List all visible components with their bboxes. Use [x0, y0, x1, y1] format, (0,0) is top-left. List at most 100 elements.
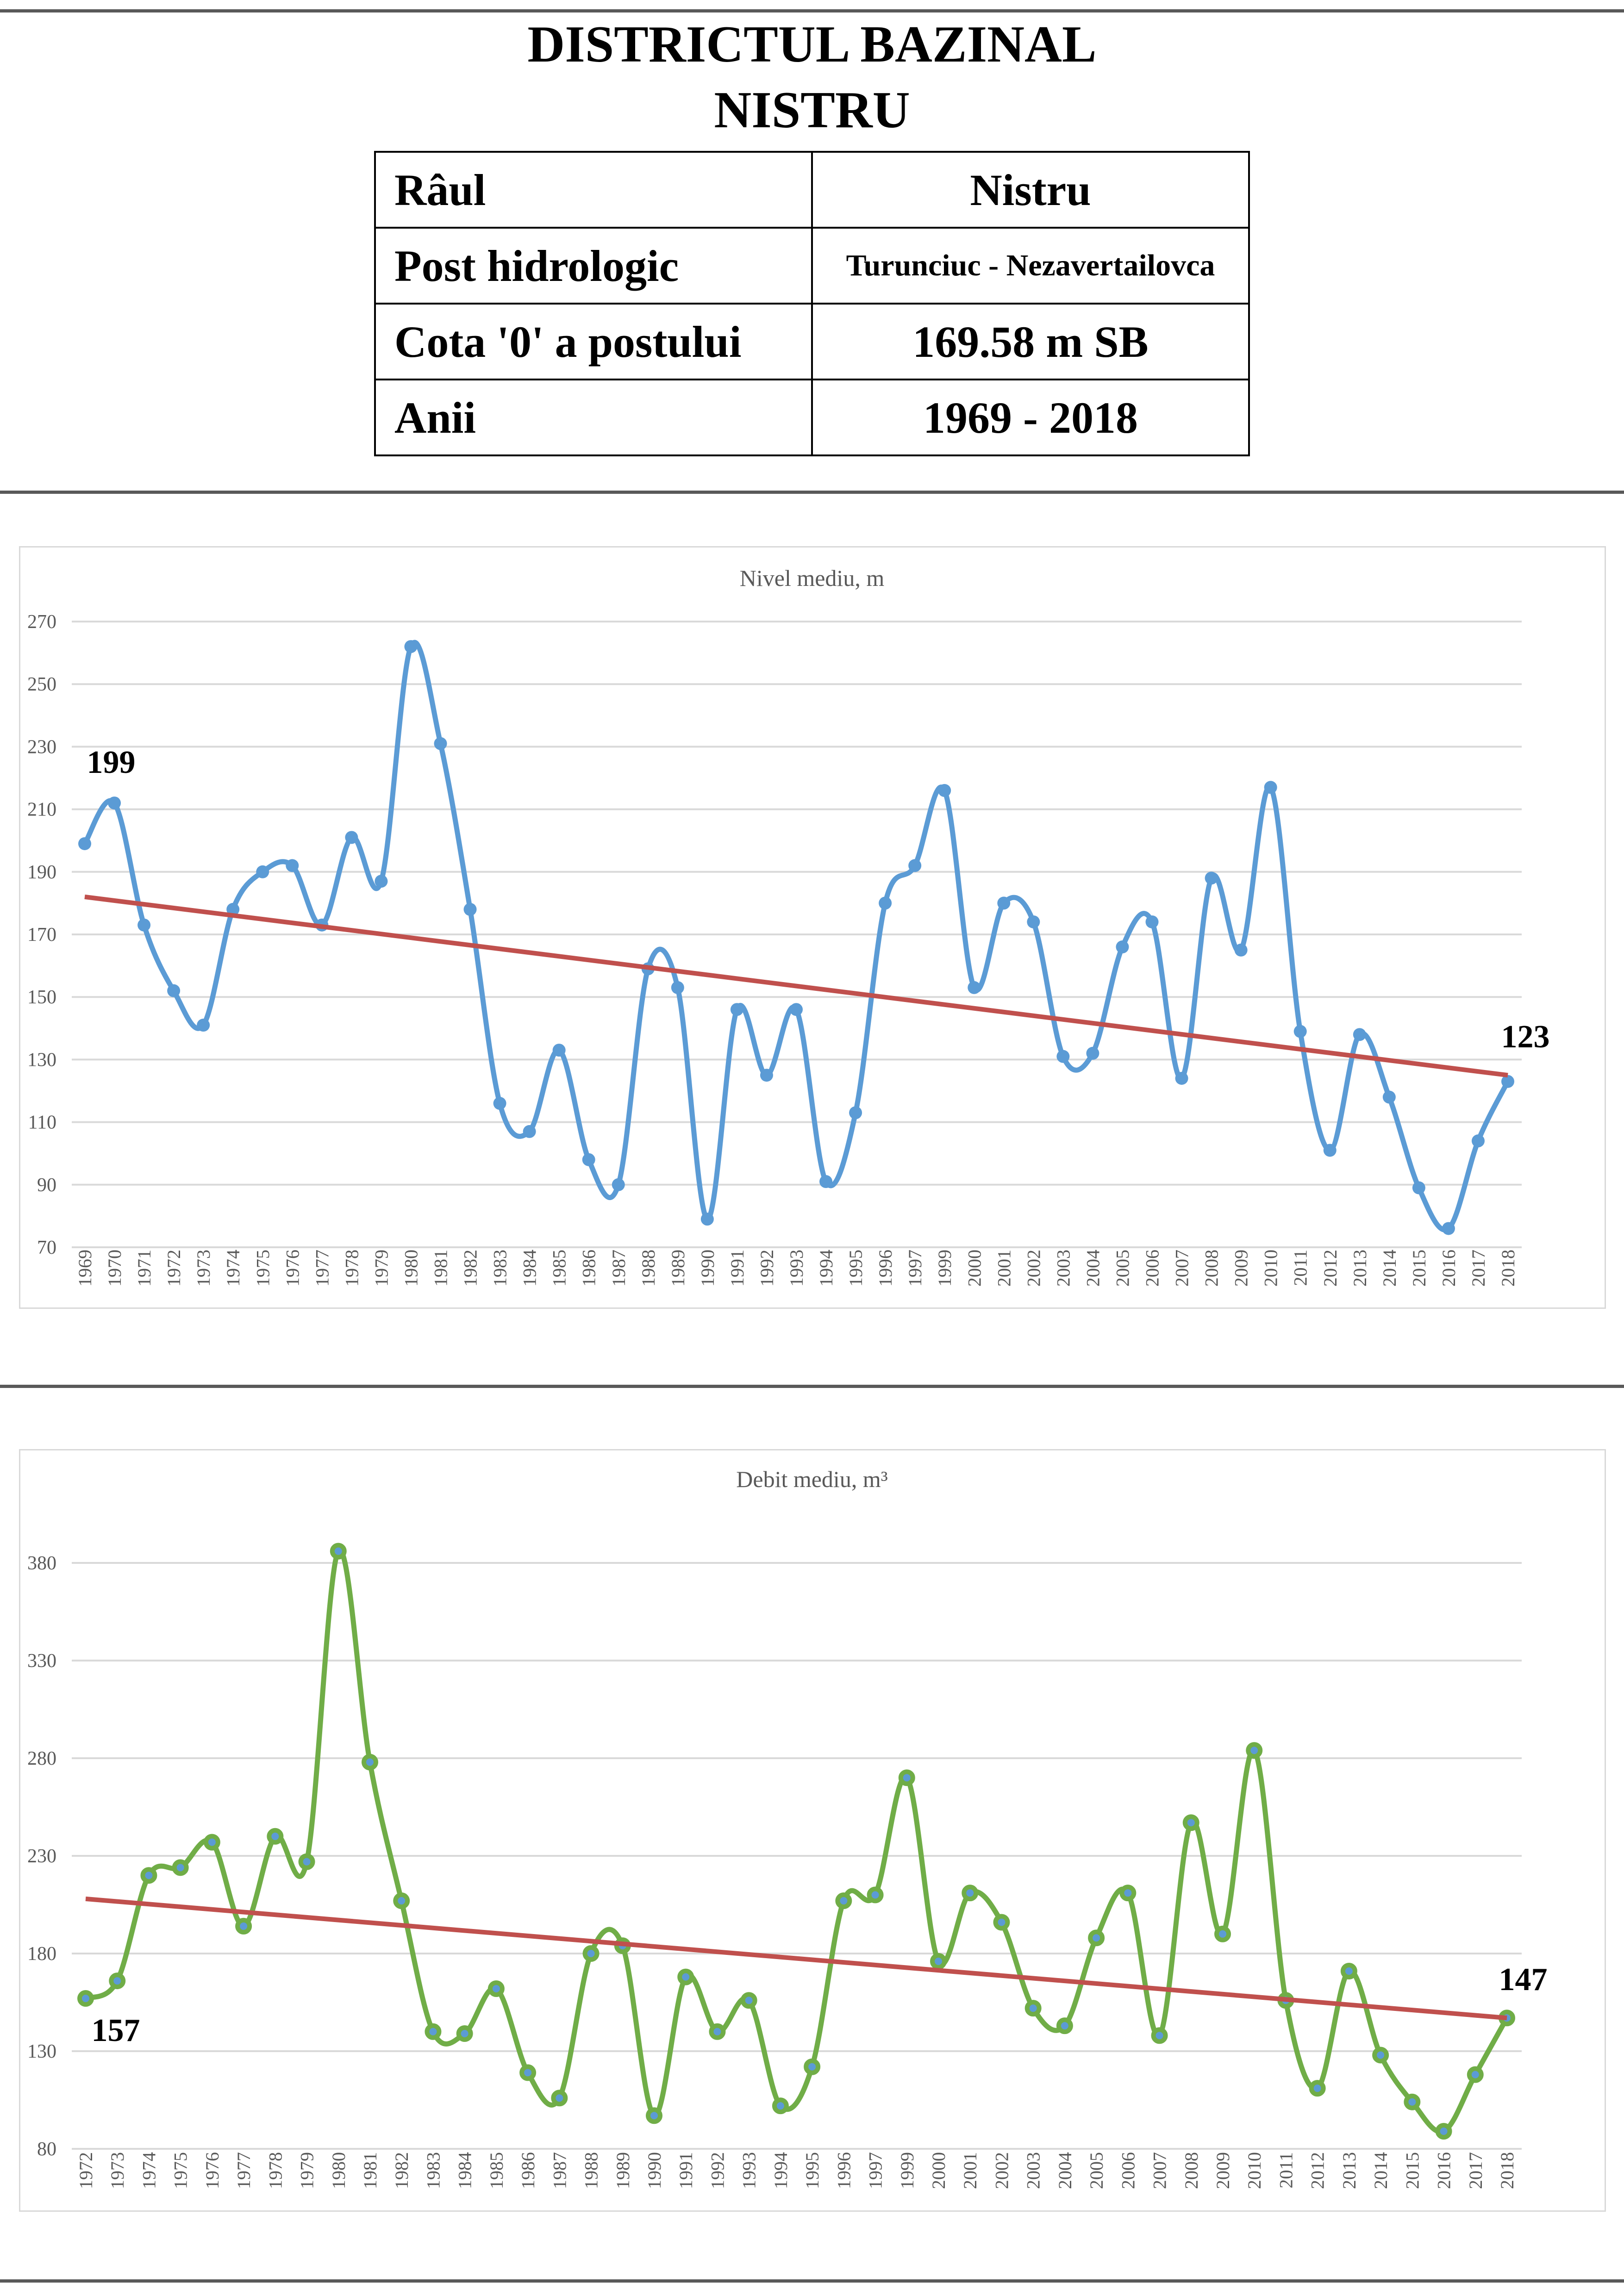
data-point-marker [345, 831, 358, 844]
x-tick-label: 1975 [252, 1250, 273, 1287]
y-tick-label: 80 [37, 2139, 56, 2160]
data-point-marker [740, 1992, 757, 2009]
data-point-marker [226, 902, 240, 916]
x-tick-label: 1991 [727, 1250, 748, 1287]
data-point-marker [790, 1003, 803, 1016]
data-point-marker [1382, 1090, 1396, 1104]
x-tick-label: 1981 [431, 1250, 451, 1287]
x-tick-label: 1990 [697, 1250, 718, 1287]
data-point-marker [109, 1972, 126, 1990]
x-tick-label: 1974 [223, 1250, 244, 1287]
x-tick-label: 2006 [1118, 2152, 1138, 2189]
data-point-marker [962, 1885, 979, 1902]
row-value: Nistru [811, 151, 1250, 229]
data-point-marker [456, 2025, 473, 2042]
row-value: Turunciuc - Nezavertailovca [811, 227, 1250, 305]
data-point-marker [700, 1213, 714, 1226]
top-rule [0, 9, 1624, 12]
x-tick-label: 2000 [928, 2152, 949, 2189]
data-point-marker [1353, 1028, 1366, 1041]
y-tick-label: 180 [27, 1943, 56, 1965]
data-point-marker [172, 1859, 189, 1876]
x-tick-label: 1993 [786, 1250, 807, 1287]
x-tick-label: 1977 [233, 2152, 254, 2189]
x-tick-label: 2009 [1212, 2152, 1233, 2189]
x-tick-label: 2010 [1244, 2152, 1265, 2189]
x-tick-label: 1999 [934, 1250, 955, 1287]
x-tick-label: 1978 [265, 2152, 286, 2189]
x-tick-label: 1973 [107, 2152, 128, 2189]
data-point-marker [1182, 1814, 1199, 1831]
data-point-marker [493, 1097, 506, 1110]
data-point-marker [375, 875, 388, 888]
y-tick-label: 280 [27, 1748, 56, 1769]
data-point-marker [1151, 2027, 1168, 2044]
x-tick-label: 1976 [202, 2152, 223, 2189]
data-point-marker [938, 784, 951, 797]
x-tick-label: 2016 [1434, 2152, 1455, 2189]
data-point-marker [330, 1543, 347, 1560]
data-point-marker [140, 1867, 157, 1884]
data-point-marker [1309, 2080, 1326, 2097]
data-point-marker [646, 2107, 662, 2124]
y-tick-label: 110 [28, 1112, 56, 1133]
x-tick-label: 1983 [490, 1250, 511, 1287]
y-tick-label: 250 [27, 674, 56, 695]
row-label: Râul [374, 151, 813, 229]
data-point-marker [551, 2090, 568, 2107]
x-tick-label: 2014 [1370, 2152, 1391, 2189]
x-tick-label: 1987 [549, 2152, 570, 2189]
x-tick-label: 1991 [675, 2152, 696, 2189]
x-tick-label: 1979 [371, 1250, 392, 1287]
data-point-marker [519, 2064, 537, 2081]
x-tick-label: 2003 [1053, 1250, 1074, 1287]
data-point-marker [1205, 871, 1218, 885]
x-tick-label: 2004 [1082, 1250, 1103, 1287]
table-row: Anii 1969 - 2018 [374, 379, 1250, 456]
x-tick-label: 2000 [964, 1250, 985, 1287]
trend-line [85, 1896, 1507, 2021]
data-point-marker [552, 1044, 566, 1057]
data-point-marker [582, 1153, 595, 1166]
y-tick-label: 270 [27, 611, 56, 633]
x-tick-label: 1972 [163, 1250, 184, 1287]
data-point-marker [1404, 2093, 1421, 2110]
x-tick-label: 1969 [75, 1250, 95, 1287]
x-tick-label: 2013 [1339, 2152, 1360, 2189]
data-point-marker [819, 1175, 833, 1188]
data-point-marker [434, 737, 447, 750]
data-point-marker [1293, 1025, 1307, 1038]
x-tick-label: 1992 [707, 2152, 728, 2189]
data-point-marker [804, 2058, 821, 2075]
first-value-label: 157 [92, 2013, 140, 2048]
x-tick-label: 2016 [1438, 1250, 1459, 1287]
x-tick-label: 2005 [1112, 1250, 1133, 1287]
data-point-marker [1323, 1144, 1337, 1157]
data-point-marker [1088, 1929, 1105, 1947]
data-point-marker [463, 902, 477, 916]
data-point-marker [1056, 2017, 1073, 2035]
x-tick-label: 2012 [1320, 1250, 1341, 1287]
data-point-marker [772, 2097, 789, 2115]
data-point-marker [362, 1754, 378, 1771]
y-tick-label: 330 [27, 1650, 56, 1672]
x-tick-label: 1978 [341, 1250, 362, 1287]
level-chart-frame [19, 546, 1606, 1309]
x-tick-label: 2012 [1307, 2152, 1328, 2189]
page-title-line2: NISTRU [714, 81, 910, 139]
y-tick-label: 90 [37, 1175, 56, 1196]
y-tick-label: 150 [27, 987, 56, 1008]
x-tick-label: 2015 [1409, 1250, 1430, 1287]
x-tick-label: 2006 [1142, 1250, 1163, 1287]
x-tick-label: 1986 [579, 1250, 600, 1287]
x-tick-label: 1989 [612, 2152, 633, 2189]
chart-title: Debit mediu, m³ [736, 1466, 887, 1492]
data-point-marker [1027, 915, 1040, 928]
x-tick-label: 1979 [297, 2152, 318, 2189]
data-point-marker [1214, 1925, 1231, 1942]
row-value: 169.58 m SB [811, 303, 1250, 380]
data-point-marker [1471, 1134, 1485, 1148]
x-tick-label: 2010 [1261, 1250, 1281, 1287]
data-point-marker [286, 859, 299, 872]
